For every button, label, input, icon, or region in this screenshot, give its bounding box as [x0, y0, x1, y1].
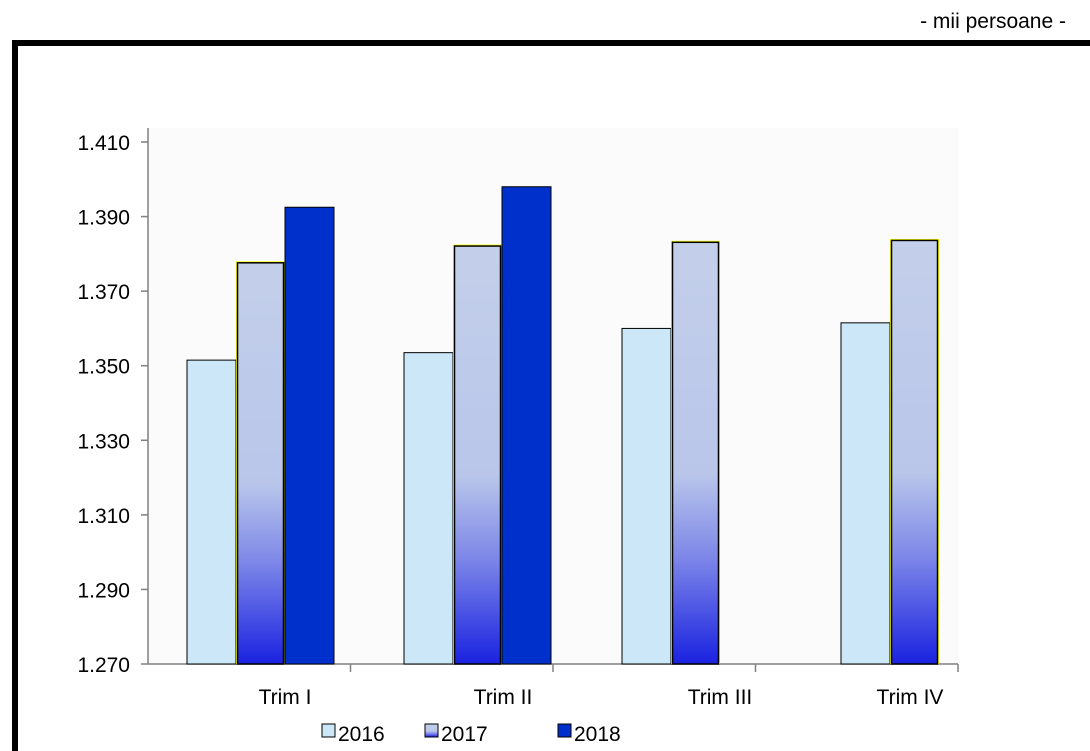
y-tick-label: 1.290 — [77, 579, 130, 602]
y-tick-label: 1.390 — [77, 207, 130, 230]
bar-2017 — [892, 240, 938, 664]
bar-2018 — [502, 187, 551, 664]
category-label: Trim I — [259, 686, 312, 709]
bar-2016 — [404, 353, 453, 664]
legend-label: 2018 — [574, 723, 621, 746]
bar-2017 — [455, 246, 501, 664]
y-tick-label: 1.410 — [77, 132, 130, 155]
legend-label: 2016 — [338, 723, 385, 746]
category-label: Trim II — [474, 686, 533, 709]
category-label: Trim IV — [877, 686, 944, 709]
legend: 2016 2017 2018 — [322, 723, 621, 746]
bar-2018 — [285, 207, 334, 664]
y-axis: 1.270 1.290 1.310 1.330 1.350 1.370 1.390 1.410 — [77, 128, 148, 677]
legend-label: 2017 — [441, 723, 488, 746]
y-tick-label: 1.350 — [77, 356, 130, 379]
bar-2016 — [841, 323, 890, 664]
bar-2016 — [622, 328, 671, 664]
bar-2017 — [238, 263, 284, 664]
legend-swatch — [322, 724, 335, 737]
y-tick-label: 1.310 — [77, 505, 130, 528]
bar-2017 — [673, 242, 719, 664]
x-axis: Trim I Trim II Trim III Trim IV — [148, 664, 958, 709]
legend-swatch — [425, 724, 438, 737]
y-tick-label: 1.270 — [77, 654, 130, 677]
bar-2016 — [187, 360, 236, 664]
y-tick-label: 1.370 — [77, 281, 130, 304]
category-label: Trim III — [688, 686, 753, 709]
legend-swatch — [558, 724, 571, 737]
y-tick-label: 1.330 — [77, 430, 130, 453]
